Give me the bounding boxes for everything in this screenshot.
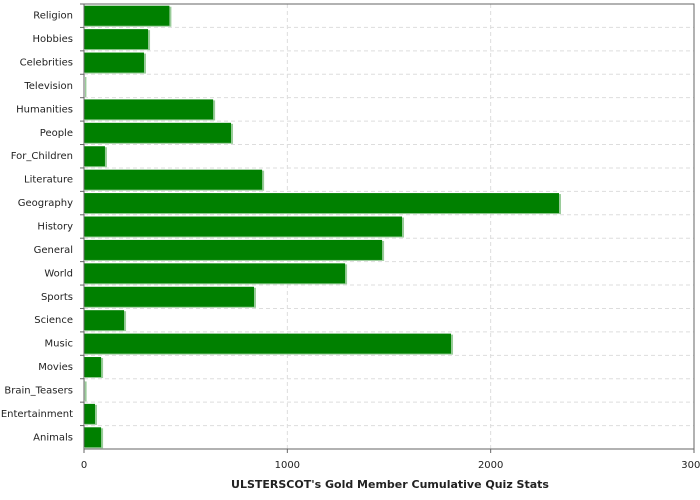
x-tick-label: 1000 [275,460,300,471]
bar [84,263,346,284]
y-tick-label: Geography [18,198,73,209]
y-tick-label: Brain_Teasers [4,385,73,396]
bar-shadow [85,76,87,97]
bar [84,5,170,26]
y-tick-label: Religion [33,11,73,22]
y-tick-label: Sports [41,292,73,303]
y-tick-label: Animals [33,432,73,443]
plot-frame [83,3,695,450]
x-tick-label: 0 [81,460,87,471]
bar [84,286,254,307]
bar [84,52,144,73]
y-tick-label: People [40,128,73,139]
y-tick-label: Humanities [16,104,73,115]
bar [84,239,383,260]
y-tick-label: General [34,245,73,256]
y-tick-label: Music [45,339,73,350]
bar [84,99,214,120]
x-tick-label: 3000 [681,460,700,471]
bar [84,146,105,167]
y-tick-label: Hobbies [33,34,73,45]
bar [84,310,125,331]
x-tick-label: 2000 [478,460,503,471]
chart-title: ULSTERSCOT's Gold Member Cumulative Quiz… [231,478,549,491]
y-tick-label: Entertainment [1,409,73,420]
y-tick-label: Movies [38,362,73,373]
y-tick-label: For_Children [11,151,73,162]
y-tick-label: Television [23,81,73,92]
bar [84,403,95,424]
bar [84,193,559,214]
y-tick-label: Science [34,315,73,326]
bar [84,216,403,237]
y-tick-label: History [37,222,73,233]
y-tick-label: Celebrities [20,58,73,69]
bar [84,333,452,354]
bar [84,29,149,50]
bar [84,427,102,448]
y-tick-label: Literature [24,175,73,186]
bar [84,169,263,190]
bar-shadow [85,381,87,402]
bar [84,122,232,143]
bar [84,357,102,378]
y-tick-label: World [44,268,73,279]
